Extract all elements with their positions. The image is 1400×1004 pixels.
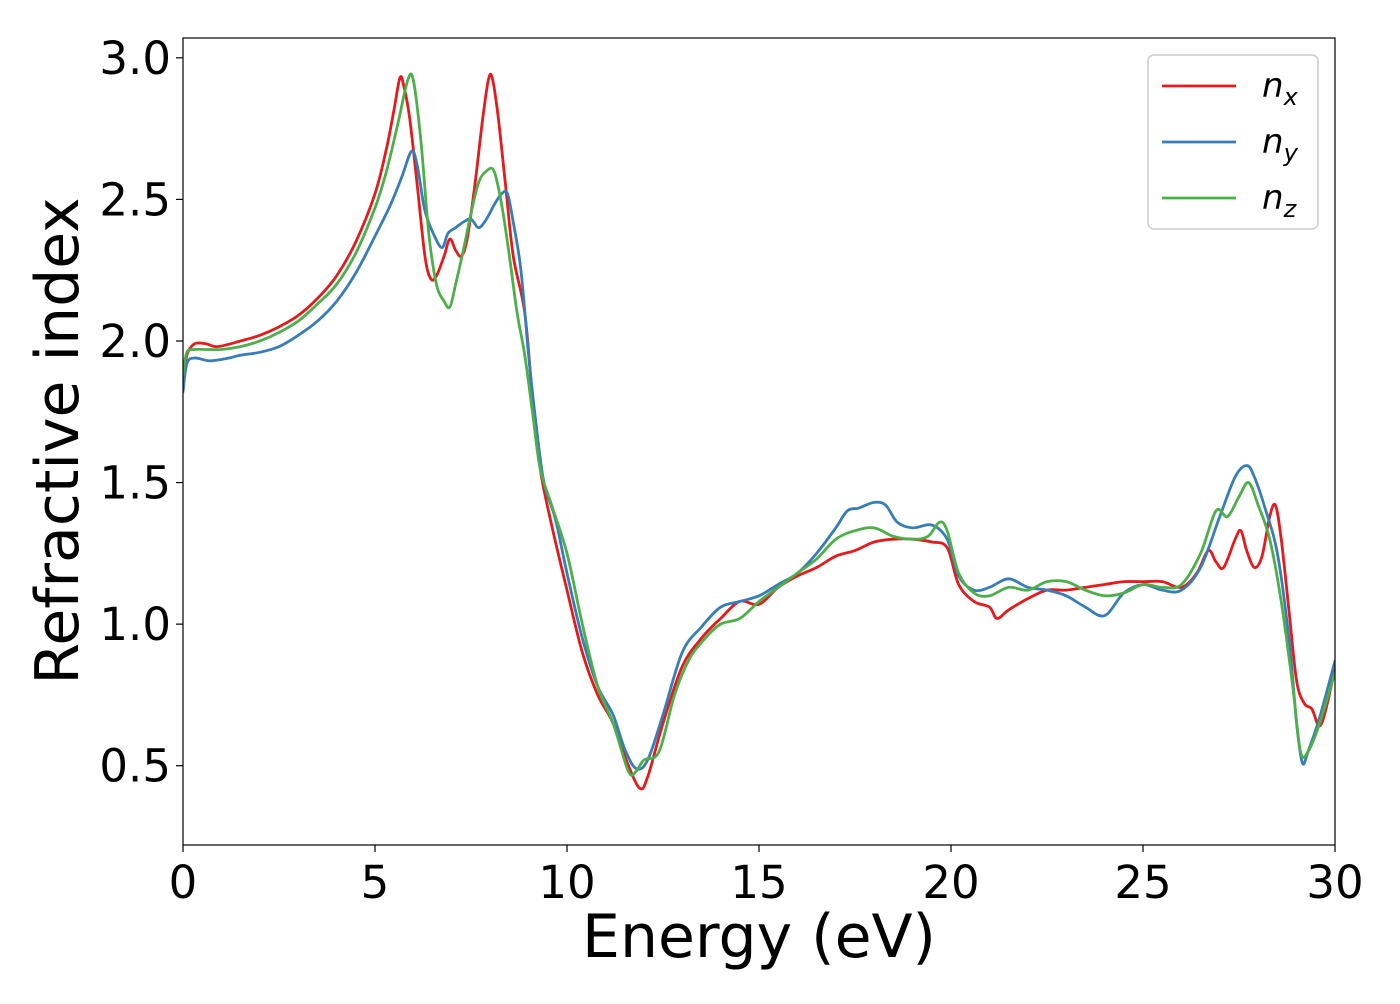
legend-label-ny: ny <box>1262 122 1299 167</box>
axis-layer: 0 5 10 15 20 25 30 0.5 1.0 1.5 2.0 2.5 3.0 <box>99 32 1363 909</box>
x-tick-label: 15 <box>730 856 787 909</box>
x-tick-label: 5 <box>361 856 390 909</box>
x-tick-label: 0 <box>169 856 198 909</box>
y-tick-label: 0.5 <box>99 740 171 793</box>
series-line-ny <box>183 149 1335 771</box>
y-tick-label: 3.0 <box>99 32 171 85</box>
x-tick-label: 10 <box>538 856 595 909</box>
legend: nx ny nz <box>1147 54 1319 230</box>
legend-label-nx: nx <box>1262 66 1299 111</box>
legend-items: nx ny nz <box>1162 66 1299 223</box>
y-tick-label: 1.5 <box>99 457 171 510</box>
x-tick-label: 20 <box>922 856 979 909</box>
series-layer <box>183 72 1335 791</box>
legend-label-nz: nz <box>1262 178 1298 223</box>
y-axis-label: Refractive index <box>23 197 93 684</box>
x-tick-label: 25 <box>1114 856 1171 909</box>
x-tick-label: 30 <box>1306 856 1363 909</box>
y-tick-label: 2.0 <box>99 315 171 368</box>
series-line-nx <box>183 72 1335 791</box>
y-tick-label: 1.0 <box>99 598 171 651</box>
x-axis-label: Energy (eV) <box>582 902 936 972</box>
y-tick-label: 2.5 <box>99 173 171 226</box>
series-line-nz <box>183 72 1335 777</box>
